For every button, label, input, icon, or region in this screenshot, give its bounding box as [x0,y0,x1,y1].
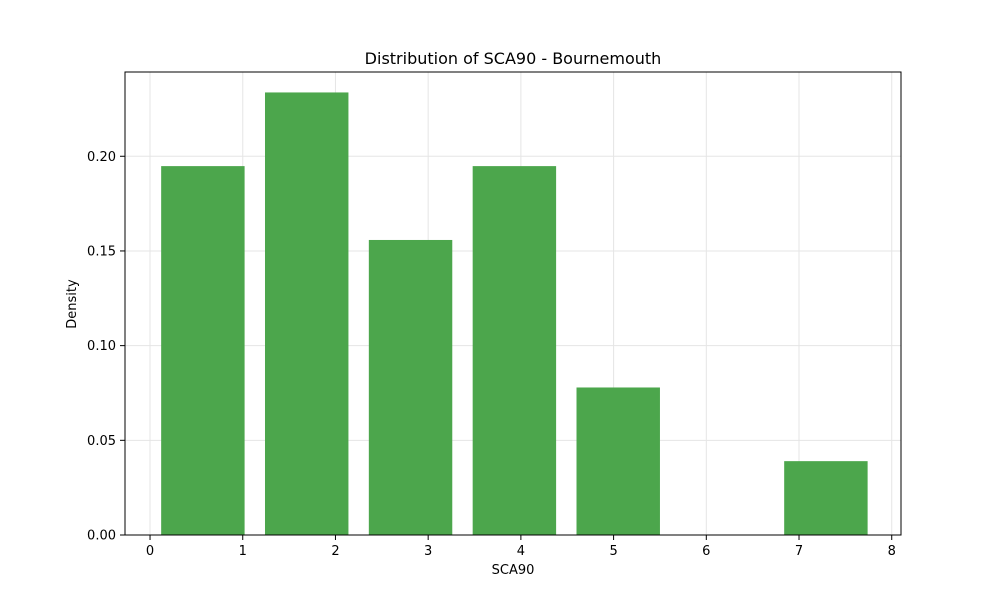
chart-title: Distribution of SCA90 - Bournemouth [365,49,662,68]
x-axis-ticks: 0 1 2 3 4 5 6 7 8 [146,535,896,559]
x-tick-label: 3 [424,544,432,559]
histogram-bar [264,92,349,535]
y-tick-label: 0.00 [87,529,116,544]
x-tick-label: 0 [146,544,154,559]
y-axis-ticks: 0.00 0.05 0.10 0.15 0.20 [87,150,125,544]
x-tick-label: 8 [888,544,896,559]
y-axis-label: Density [65,279,80,329]
x-tick-label: 6 [702,544,710,559]
x-tick-label: 4 [517,544,525,559]
y-tick-label: 0.20 [87,150,116,165]
histogram-bar [576,387,660,535]
histogram-bar [368,239,453,535]
histogram-bar [472,166,557,535]
x-tick-label: 2 [331,544,339,559]
y-tick-label: 0.10 [87,339,116,354]
histogram-bar [784,461,868,535]
x-tick-label: 5 [609,544,617,559]
x-tick-label: 7 [795,544,803,559]
histogram-bar [161,166,245,535]
x-axis-label: SCA90 [492,563,535,578]
bars [161,92,868,535]
x-tick-label: 1 [239,544,247,559]
y-tick-label: 0.05 [87,434,116,449]
plot-frame [124,71,902,536]
y-tick-label: 0.15 [87,244,116,259]
